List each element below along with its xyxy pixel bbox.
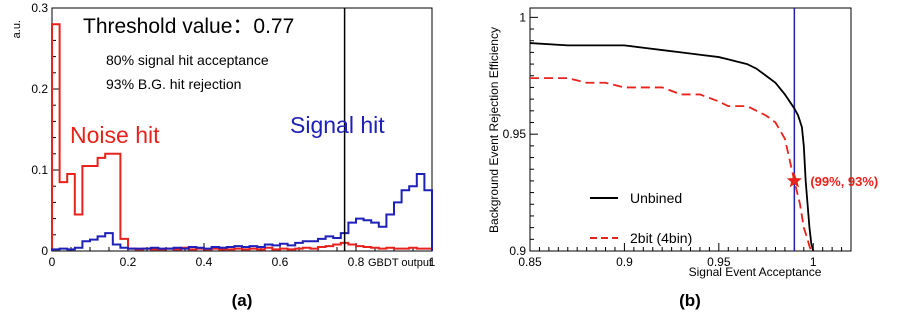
x-tick-label-a: 0.8 <box>348 255 365 269</box>
y-axis-label-a: a.u. <box>11 20 23 38</box>
working-point-label: (99%, 93%) <box>810 174 878 189</box>
panel-label-a: (a) <box>232 291 253 310</box>
x-tick-label-a: 0.6 <box>272 255 289 269</box>
x-tick-label-a: 0 <box>49 255 56 269</box>
signal-hit-histogram <box>51 173 433 251</box>
axis-ticks-b: 0.85 0.9 0.95 10.90.951 <box>503 10 852 269</box>
histogram-panel: 0 0.2 0.4 0.6 0.8 1 0 0.1 0.2 0.3 a.u. GBDT outpu… <box>11 1 436 310</box>
y-tick-label-b: 1 <box>519 10 526 24</box>
y-axis-label-b: Background Event Rejection Efficiency <box>487 27 501 233</box>
y-tick-label-a: 0.1 <box>31 163 48 177</box>
unbined-curve <box>529 42 815 252</box>
noise-hit-histogram <box>51 23 433 251</box>
panel-label-b: (b) <box>679 291 701 310</box>
x-tick-label-a: 0.2 <box>120 255 137 269</box>
rejection-curve-panel: 0.85 0.9 0.95 10.90.951 (99%, 93%) Unbined … <box>487 7 878 310</box>
bg-rejection-annotation: 93% B.G. hit rejection <box>106 76 241 92</box>
x-tick-label-b: 0.95 <box>707 255 731 269</box>
2bit-4bin-curve <box>530 77 813 252</box>
x-tick-label-a: 0.4 <box>196 255 213 269</box>
y-tick-label-a: 0.3 <box>31 1 48 15</box>
legend-label-unbined: Unbined <box>630 190 682 206</box>
x-tick-label-a: 1 <box>429 255 436 269</box>
y-tick-label-a: 0.2 <box>31 82 48 96</box>
x-tick-label-b: 1 <box>810 255 817 269</box>
working-point-star-marker <box>786 172 802 188</box>
y-tick-label-a: 0 <box>41 244 48 258</box>
legend-label-2bit: 2bit (4bin) <box>630 230 692 246</box>
y-tick-label-b: 0.95 <box>503 127 527 141</box>
x-axis-label-a: GBDT output <box>368 257 432 269</box>
y-tick-label-b: 0.9 <box>509 244 526 258</box>
x-tick-label-b: 0.85 <box>518 255 542 269</box>
noise-hit-label: Noise hit <box>70 122 160 148</box>
threshold-annotation: Threshold value：0.77 <box>83 15 294 38</box>
signal-hit-label: Signal hit <box>290 112 385 138</box>
x-tick-label-b: 0.9 <box>616 255 633 269</box>
x-axis-label-b: Signal Event Acceptance <box>689 265 822 279</box>
signal-acceptance-annotation: 80% signal hit acceptance <box>106 52 269 68</box>
